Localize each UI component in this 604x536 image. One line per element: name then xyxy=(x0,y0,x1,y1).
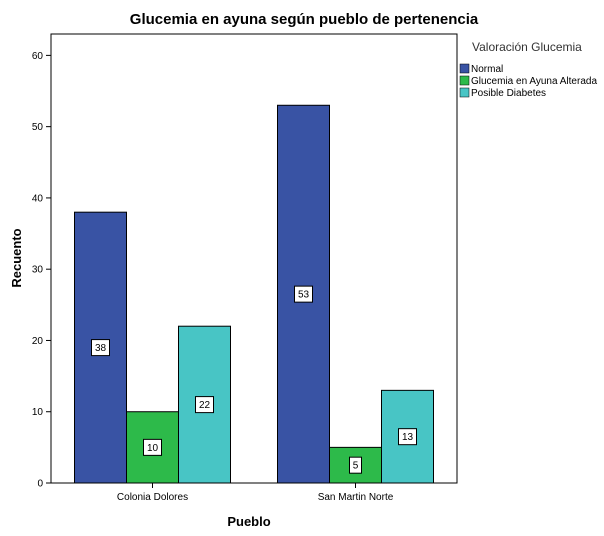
x-tick-label: Colonia Dolores xyxy=(117,492,188,503)
plot-frame xyxy=(50,33,458,484)
data-label: 38 xyxy=(95,343,107,354)
data-label-box xyxy=(294,285,313,303)
y-axis: 0 10 20 30 40 50 60 xyxy=(32,51,51,490)
y-tick-label: 50 xyxy=(32,122,44,133)
legend-label: Normal xyxy=(471,64,503,75)
data-label-box xyxy=(349,456,362,474)
x-tick-label: San Martin Norte xyxy=(318,492,394,503)
legend-swatch xyxy=(459,63,470,74)
data-label: 10 xyxy=(147,443,159,454)
chart-title: Glucemia en ayuna según pueblo de perten… xyxy=(130,11,479,28)
x-axis: Colonia Dolores San Martin Norte xyxy=(117,483,394,503)
data-label-box xyxy=(398,428,417,446)
data-label-box xyxy=(195,396,214,414)
legend-label: Posible Diabetes xyxy=(471,88,546,99)
y-tick-label: 30 xyxy=(32,265,44,276)
legend-label: Glucemia en Ayuna Alterada xyxy=(471,76,597,87)
data-label: 53 xyxy=(298,290,310,301)
data-label-box xyxy=(143,438,162,456)
data-label: 13 xyxy=(402,432,414,443)
bars-group xyxy=(74,104,434,484)
data-label-box xyxy=(91,339,110,357)
data-label: 22 xyxy=(199,400,211,411)
legend-swatch xyxy=(459,87,470,98)
legend-title: Valoración Glucemia xyxy=(472,40,582,54)
y-tick-label: 40 xyxy=(32,193,44,204)
data-labels-group: 38 10 22 53 5 13 xyxy=(91,285,417,474)
y-tick-label: 20 xyxy=(32,336,44,347)
y-axis-label: Recuento xyxy=(9,228,24,287)
y-tick-label: 10 xyxy=(32,407,44,418)
data-label: 5 xyxy=(353,461,359,472)
legend-swatch xyxy=(459,75,470,86)
y-tick-label: 60 xyxy=(32,51,44,62)
x-axis-label: Pueblo xyxy=(227,514,270,529)
y-tick-label: 0 xyxy=(37,479,43,490)
